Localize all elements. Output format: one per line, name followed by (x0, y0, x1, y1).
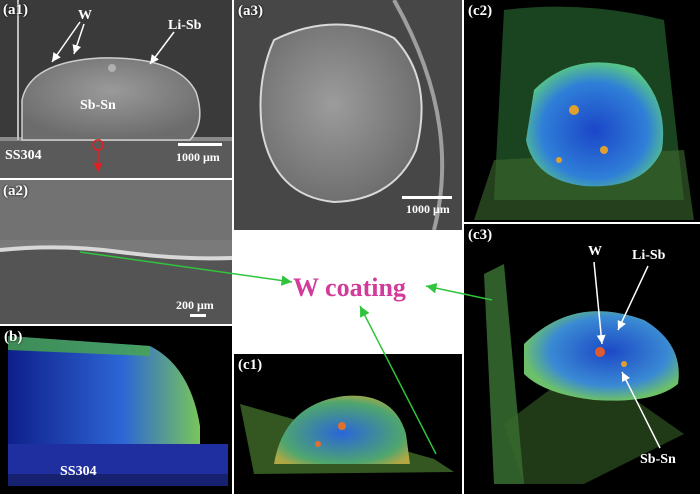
c2-panel-label: (c2) (468, 3, 493, 19)
c2-ct-render (464, 0, 700, 222)
a3-sem-image (234, 0, 462, 230)
c1-ct-render (234, 354, 462, 494)
a2-panel-label: (a2) (3, 183, 28, 199)
panel-c3: (c3) W Li-Sb Sb-Sn (464, 224, 700, 494)
a3-panel-label: (a3) (238, 3, 263, 19)
a2-scale-bar (190, 314, 206, 317)
b-ct-render (0, 326, 232, 494)
panel-c2: (c2) (464, 0, 700, 222)
a2-scale-label: 200 μm (176, 298, 214, 312)
panel-a3: (a3) 1000 μm (234, 0, 462, 230)
c3-sbsn-label: Sb-Sn (640, 452, 676, 467)
a3-scale-label: 1000 μm (406, 202, 450, 216)
c3-lisb-label: Li-Sb (632, 248, 666, 263)
c3-w-label: W (588, 244, 602, 259)
a1-ss304-label: SS304 (5, 148, 42, 163)
panel-a1: (a1) W Li-Sb Sb-Sn SS304 1000 μm (0, 0, 232, 178)
a1-scale-bar (178, 143, 222, 146)
a1-sem-image (0, 0, 232, 178)
c1-panel-label: (c1) (238, 357, 263, 373)
panel-c1: (c1) (234, 354, 462, 494)
a3-scale-bar (402, 196, 452, 199)
panel-b: (b) SS304 (0, 326, 232, 494)
panel-a2: (a2) 200 μm (0, 180, 232, 324)
a1-scale-label: 1000 μm (176, 150, 220, 164)
a1-sbsn-label: Sb-Sn (80, 98, 116, 113)
c3-panel-label: (c3) (468, 227, 493, 243)
b-panel-label: (b) (4, 329, 23, 345)
c3-ct-render (464, 224, 700, 494)
a1-panel-label: (a1) (3, 2, 28, 18)
b-ss304-label: SS304 (60, 464, 97, 479)
w-coating-title: W coating (293, 273, 406, 302)
a1-lisb-label: Li-Sb (168, 18, 202, 33)
a1-w-label: W (78, 8, 92, 23)
